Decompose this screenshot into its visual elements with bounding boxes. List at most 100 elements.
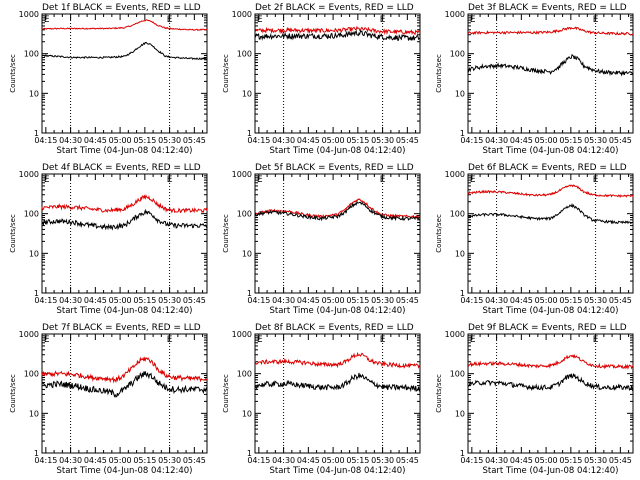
x-tick-label: 05:30: [158, 456, 181, 465]
y-axis-label: Counts/sec: [435, 214, 443, 253]
events-series-line: [41, 371, 208, 398]
x-axis-label: Start Time (04-Jun-08 04:12:40): [483, 306, 619, 316]
y-tick-label: 100: [24, 50, 39, 59]
y-tick-label: 1000: [232, 330, 252, 339]
chart-title: Det 3f BLACK = Events, RED = LLD: [468, 3, 627, 13]
chart-title: Det 7f BLACK = Events, RED = LLD: [42, 323, 201, 333]
x-axis-label: Start Time (04-Jun-08 04:12:40): [270, 306, 406, 316]
eclipse-marker-label: E: [257, 15, 263, 25]
x-tick-label: 04:45: [297, 456, 320, 465]
chart-title: Det 6f BLACK = Events, RED = LLD: [468, 163, 627, 173]
x-tick-label: 05:15: [346, 136, 369, 145]
x-tick-label: 05:45: [183, 136, 206, 145]
y-axis-label: Counts/sec: [435, 374, 443, 413]
y-tick-label: 100: [237, 50, 252, 59]
x-tick-label: 05:15: [346, 296, 369, 305]
x-tick-label: 05:30: [371, 136, 394, 145]
chart-title: Det 4f BLACK = Events, RED = LLD: [42, 163, 201, 173]
x-tick-label: 04:15: [460, 456, 483, 465]
eclipse-marker-label: E: [167, 335, 173, 345]
y-tick-label: 100: [450, 210, 465, 219]
x-tick-label: 05:30: [371, 296, 394, 305]
eclipse-marker-label: E: [380, 335, 386, 345]
y-tick-label: 1000: [232, 10, 252, 19]
x-tick-label: 04:30: [272, 456, 295, 465]
detector-panel: Det 2f BLACK = Events, RED = LLD 1 10 100 10…: [213, 0, 426, 160]
eclipse-marker-label: E: [593, 335, 599, 345]
plot-frame: [41, 333, 208, 454]
eclipse-marker-label: E: [44, 335, 50, 345]
y-tick-label: 1: [34, 129, 39, 138]
y-tick-label: 1000: [445, 170, 465, 179]
eclipse-marker-label: E: [167, 175, 173, 185]
plot-frame: [254, 13, 421, 134]
lld-series-line: [254, 351, 420, 369]
eclipse-marker-label: E: [470, 15, 476, 25]
x-tick-label: 04:15: [460, 136, 483, 145]
x-tick-label: 04:45: [297, 136, 320, 145]
lld-series-line: [41, 19, 208, 31]
x-tick-label: 04:15: [34, 136, 57, 145]
x-tick-label: 04:15: [460, 296, 483, 305]
y-tick-label: 1000: [19, 170, 39, 179]
x-axis-label: Start Time (04-Jun-08 04:12:40): [57, 306, 193, 316]
eclipse-marker-label: E: [380, 175, 386, 185]
events-series-line: [254, 200, 421, 222]
x-tick-label: 05:15: [346, 456, 369, 465]
x-tick-label: 05:45: [609, 136, 632, 145]
eclipse-marker-label: E: [380, 15, 386, 25]
y-axis-label: Counts/sec: [9, 374, 17, 413]
plot-frame: [254, 333, 421, 454]
x-axis-label: Start Time (04-Jun-08 04:12:40): [483, 466, 619, 476]
x-axis-label: Start Time (04-Jun-08 04:12:40): [483, 146, 619, 156]
x-tick-label: 04:45: [510, 136, 533, 145]
x-tick-label: 05:00: [109, 136, 132, 145]
x-tick-label: 04:45: [84, 456, 107, 465]
x-tick-label: 04:30: [59, 136, 82, 145]
chart-title: Det 2f BLACK = Events, RED = LLD: [255, 3, 414, 13]
x-tick-label: 05:15: [133, 296, 156, 305]
y-axis-label: Counts/sec: [222, 54, 230, 93]
y-tick-label: 100: [237, 210, 252, 219]
x-axis-label: Start Time (04-Jun-08 04:12:40): [57, 146, 193, 156]
plot-frame: [254, 173, 421, 294]
x-tick-label: 05:30: [158, 296, 181, 305]
eclipse-marker-label: E: [470, 175, 476, 185]
x-tick-label: 04:45: [510, 456, 533, 465]
y-tick-label: 1000: [19, 10, 39, 19]
x-tick-label: 05:45: [183, 456, 206, 465]
x-tick-label: 04:45: [84, 296, 107, 305]
detector-panel: Det 6f BLACK = Events, RED = LLD 1 10 100 10…: [426, 160, 639, 320]
x-axis-label: Start Time (04-Jun-08 04:12:40): [270, 466, 406, 476]
chart-title: Det 8f BLACK = Events, RED = LLD: [255, 323, 414, 333]
lld-series-line: [467, 26, 634, 36]
x-tick-label: 05:45: [609, 296, 632, 305]
x-tick-label: 04:30: [59, 456, 82, 465]
y-tick-label: 1: [247, 289, 252, 298]
y-tick-label: 10: [242, 89, 252, 98]
eclipse-marker-label: E: [470, 335, 476, 345]
x-tick-label: 05:15: [559, 456, 582, 465]
x-tick-label: 04:15: [247, 136, 270, 145]
detector-plot-svg: Det 3f BLACK = Events, RED = LLD 1 10 100 10…: [435, 3, 634, 156]
lld-series-line: [41, 194, 208, 214]
lld-series-line: [254, 198, 421, 219]
x-tick-label: 04:30: [272, 296, 295, 305]
detector-plot-svg: Det 4f BLACK = Events, RED = LLD 1 10 100 10…: [9, 163, 208, 316]
x-tick-label: 04:45: [510, 296, 533, 305]
y-axis-label: Counts/sec: [9, 54, 17, 93]
events-series-line: [254, 372, 421, 393]
chart-title: Det 5f BLACK = Events, RED = LLD: [255, 163, 414, 173]
events-series-line: [41, 41, 208, 61]
y-tick-label: 10: [455, 409, 465, 418]
lld-series-line: [467, 354, 634, 370]
x-tick-label: 05:00: [322, 136, 345, 145]
plot-frame: [467, 333, 634, 454]
x-tick-label: 04:30: [59, 296, 82, 305]
detector-panel: Det 5f BLACK = Events, RED = LLD 1 10 100 10…: [213, 160, 426, 320]
plot-frame: [41, 13, 208, 134]
x-tick-label: 05:30: [158, 136, 181, 145]
x-tick-label: 05:00: [535, 136, 558, 145]
x-tick-label: 05:45: [396, 296, 419, 305]
